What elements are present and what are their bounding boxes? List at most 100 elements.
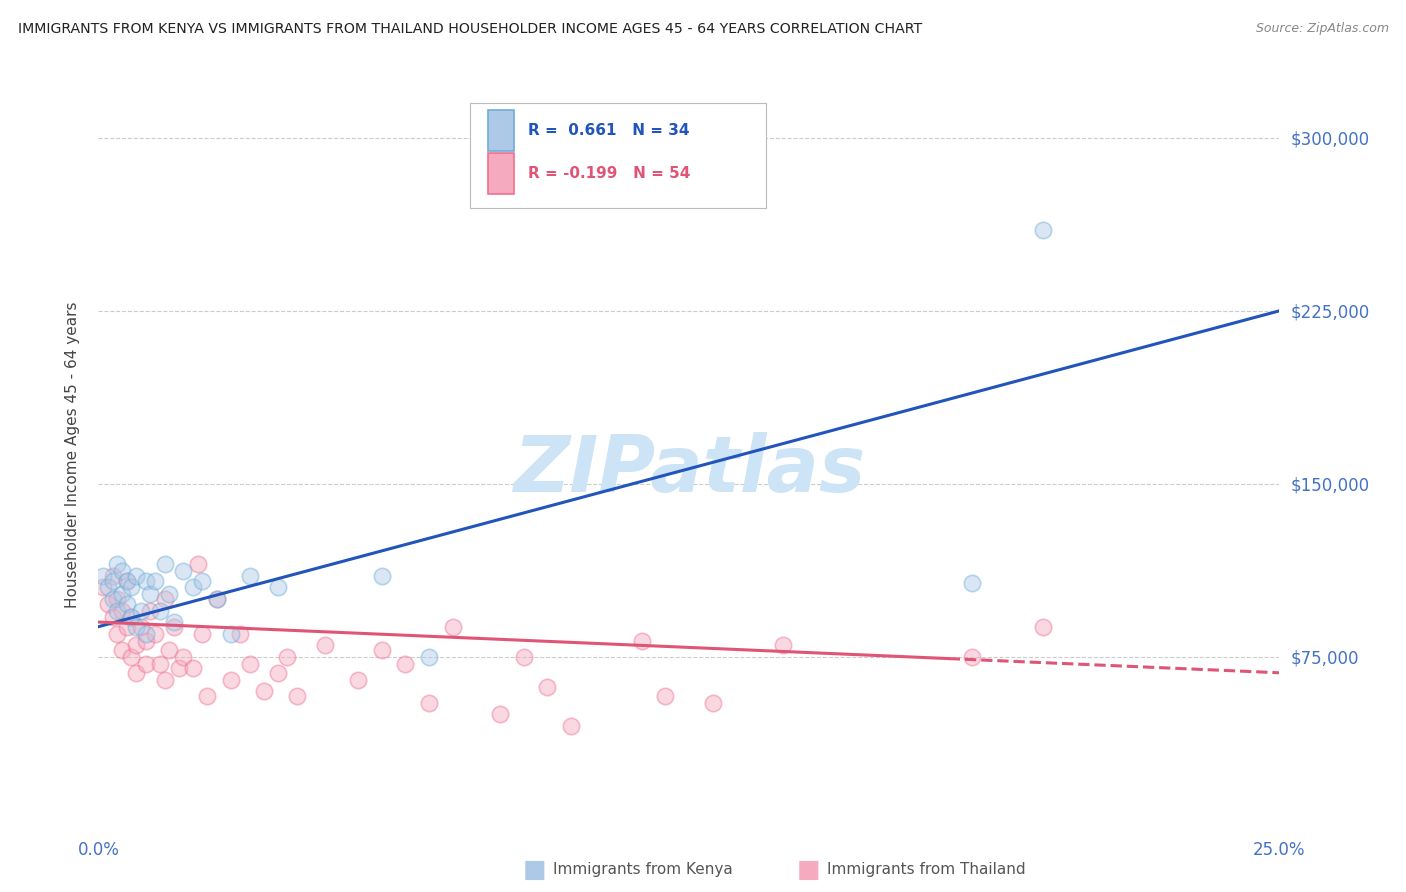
Point [219, 626, 242, 640]
Point [229, 626, 252, 640]
Point [772, 638, 794, 652]
Point [105, 626, 128, 640]
Text: Immigrants from Kenya: Immigrants from Kenya [553, 863, 733, 877]
Point [418, 696, 440, 710]
Point [125, 569, 148, 583]
Point [371, 569, 394, 583]
Point [91, 581, 114, 595]
Point [139, 603, 162, 617]
Point [167, 661, 190, 675]
Point [630, 633, 652, 648]
Point [101, 569, 124, 583]
Point [172, 649, 194, 664]
Point [219, 673, 242, 687]
Point [418, 649, 440, 664]
Point [97, 597, 120, 611]
Point [314, 638, 336, 652]
Point [111, 642, 134, 657]
Point [536, 680, 558, 694]
Point [205, 592, 228, 607]
Point [962, 649, 984, 664]
Text: Source: ZipAtlas.com: Source: ZipAtlas.com [1256, 22, 1389, 36]
Point [205, 592, 228, 607]
Text: ■: ■ [797, 858, 820, 881]
Point [115, 574, 138, 588]
Point [121, 610, 143, 624]
Point [394, 657, 416, 671]
Text: R =  0.661   N = 34: R = 0.661 N = 34 [529, 123, 690, 138]
Point [187, 558, 209, 572]
Point [101, 592, 124, 607]
Point [105, 558, 128, 572]
Point [267, 581, 290, 595]
Y-axis label: Householder Income Ages 45 - 64 years: Householder Income Ages 45 - 64 years [65, 301, 80, 608]
Point [121, 581, 143, 595]
Point [111, 587, 134, 601]
Point [347, 673, 370, 687]
FancyBboxPatch shape [488, 153, 515, 194]
Point [129, 620, 152, 634]
Point [654, 689, 676, 703]
Text: IMMIGRANTS FROM KENYA VS IMMIGRANTS FROM THAILAND HOUSEHOLDER INCOME AGES 45 - 6: IMMIGRANTS FROM KENYA VS IMMIGRANTS FROM… [18, 22, 922, 37]
Point [489, 707, 512, 722]
Point [143, 626, 166, 640]
Point [512, 649, 534, 664]
Point [101, 610, 124, 624]
Text: ■: ■ [523, 858, 546, 881]
Point [153, 558, 176, 572]
Point [253, 684, 276, 698]
Point [181, 661, 204, 675]
FancyBboxPatch shape [488, 111, 515, 152]
Point [191, 574, 214, 588]
Point [135, 633, 157, 648]
Point [191, 626, 214, 640]
Point [276, 649, 298, 664]
Point [285, 689, 308, 703]
Point [153, 592, 176, 607]
Text: R = -0.199   N = 54: R = -0.199 N = 54 [529, 166, 690, 181]
Point [105, 603, 128, 617]
Point [135, 574, 157, 588]
Point [115, 574, 138, 588]
Point [371, 642, 394, 657]
Point [115, 620, 138, 634]
Point [115, 597, 138, 611]
Point [267, 665, 290, 680]
Point [129, 603, 152, 617]
Point [121, 649, 143, 664]
Point [172, 565, 194, 579]
Point [105, 592, 128, 607]
Point [239, 657, 262, 671]
Point [97, 581, 120, 595]
Point [163, 615, 186, 629]
Point [101, 574, 124, 588]
Point [125, 665, 148, 680]
Point [239, 569, 262, 583]
Point [111, 603, 134, 617]
Point [139, 587, 162, 601]
Point [143, 574, 166, 588]
Text: Immigrants from Thailand: Immigrants from Thailand [827, 863, 1025, 877]
Point [1032, 223, 1054, 237]
FancyBboxPatch shape [471, 103, 766, 208]
Point [441, 620, 464, 634]
Point [157, 587, 180, 601]
Point [560, 719, 582, 733]
Point [125, 638, 148, 652]
Point [181, 581, 204, 595]
Point [962, 575, 984, 590]
Point [1032, 620, 1054, 634]
Point [135, 657, 157, 671]
Point [125, 620, 148, 634]
Point [135, 626, 157, 640]
Text: ZIPatlas: ZIPatlas [513, 432, 865, 508]
Point [91, 569, 114, 583]
Point [149, 603, 172, 617]
Point [153, 673, 176, 687]
Point [157, 642, 180, 657]
Point [111, 565, 134, 579]
Point [149, 657, 172, 671]
Point [702, 696, 724, 710]
Point [163, 620, 186, 634]
Point [121, 610, 143, 624]
